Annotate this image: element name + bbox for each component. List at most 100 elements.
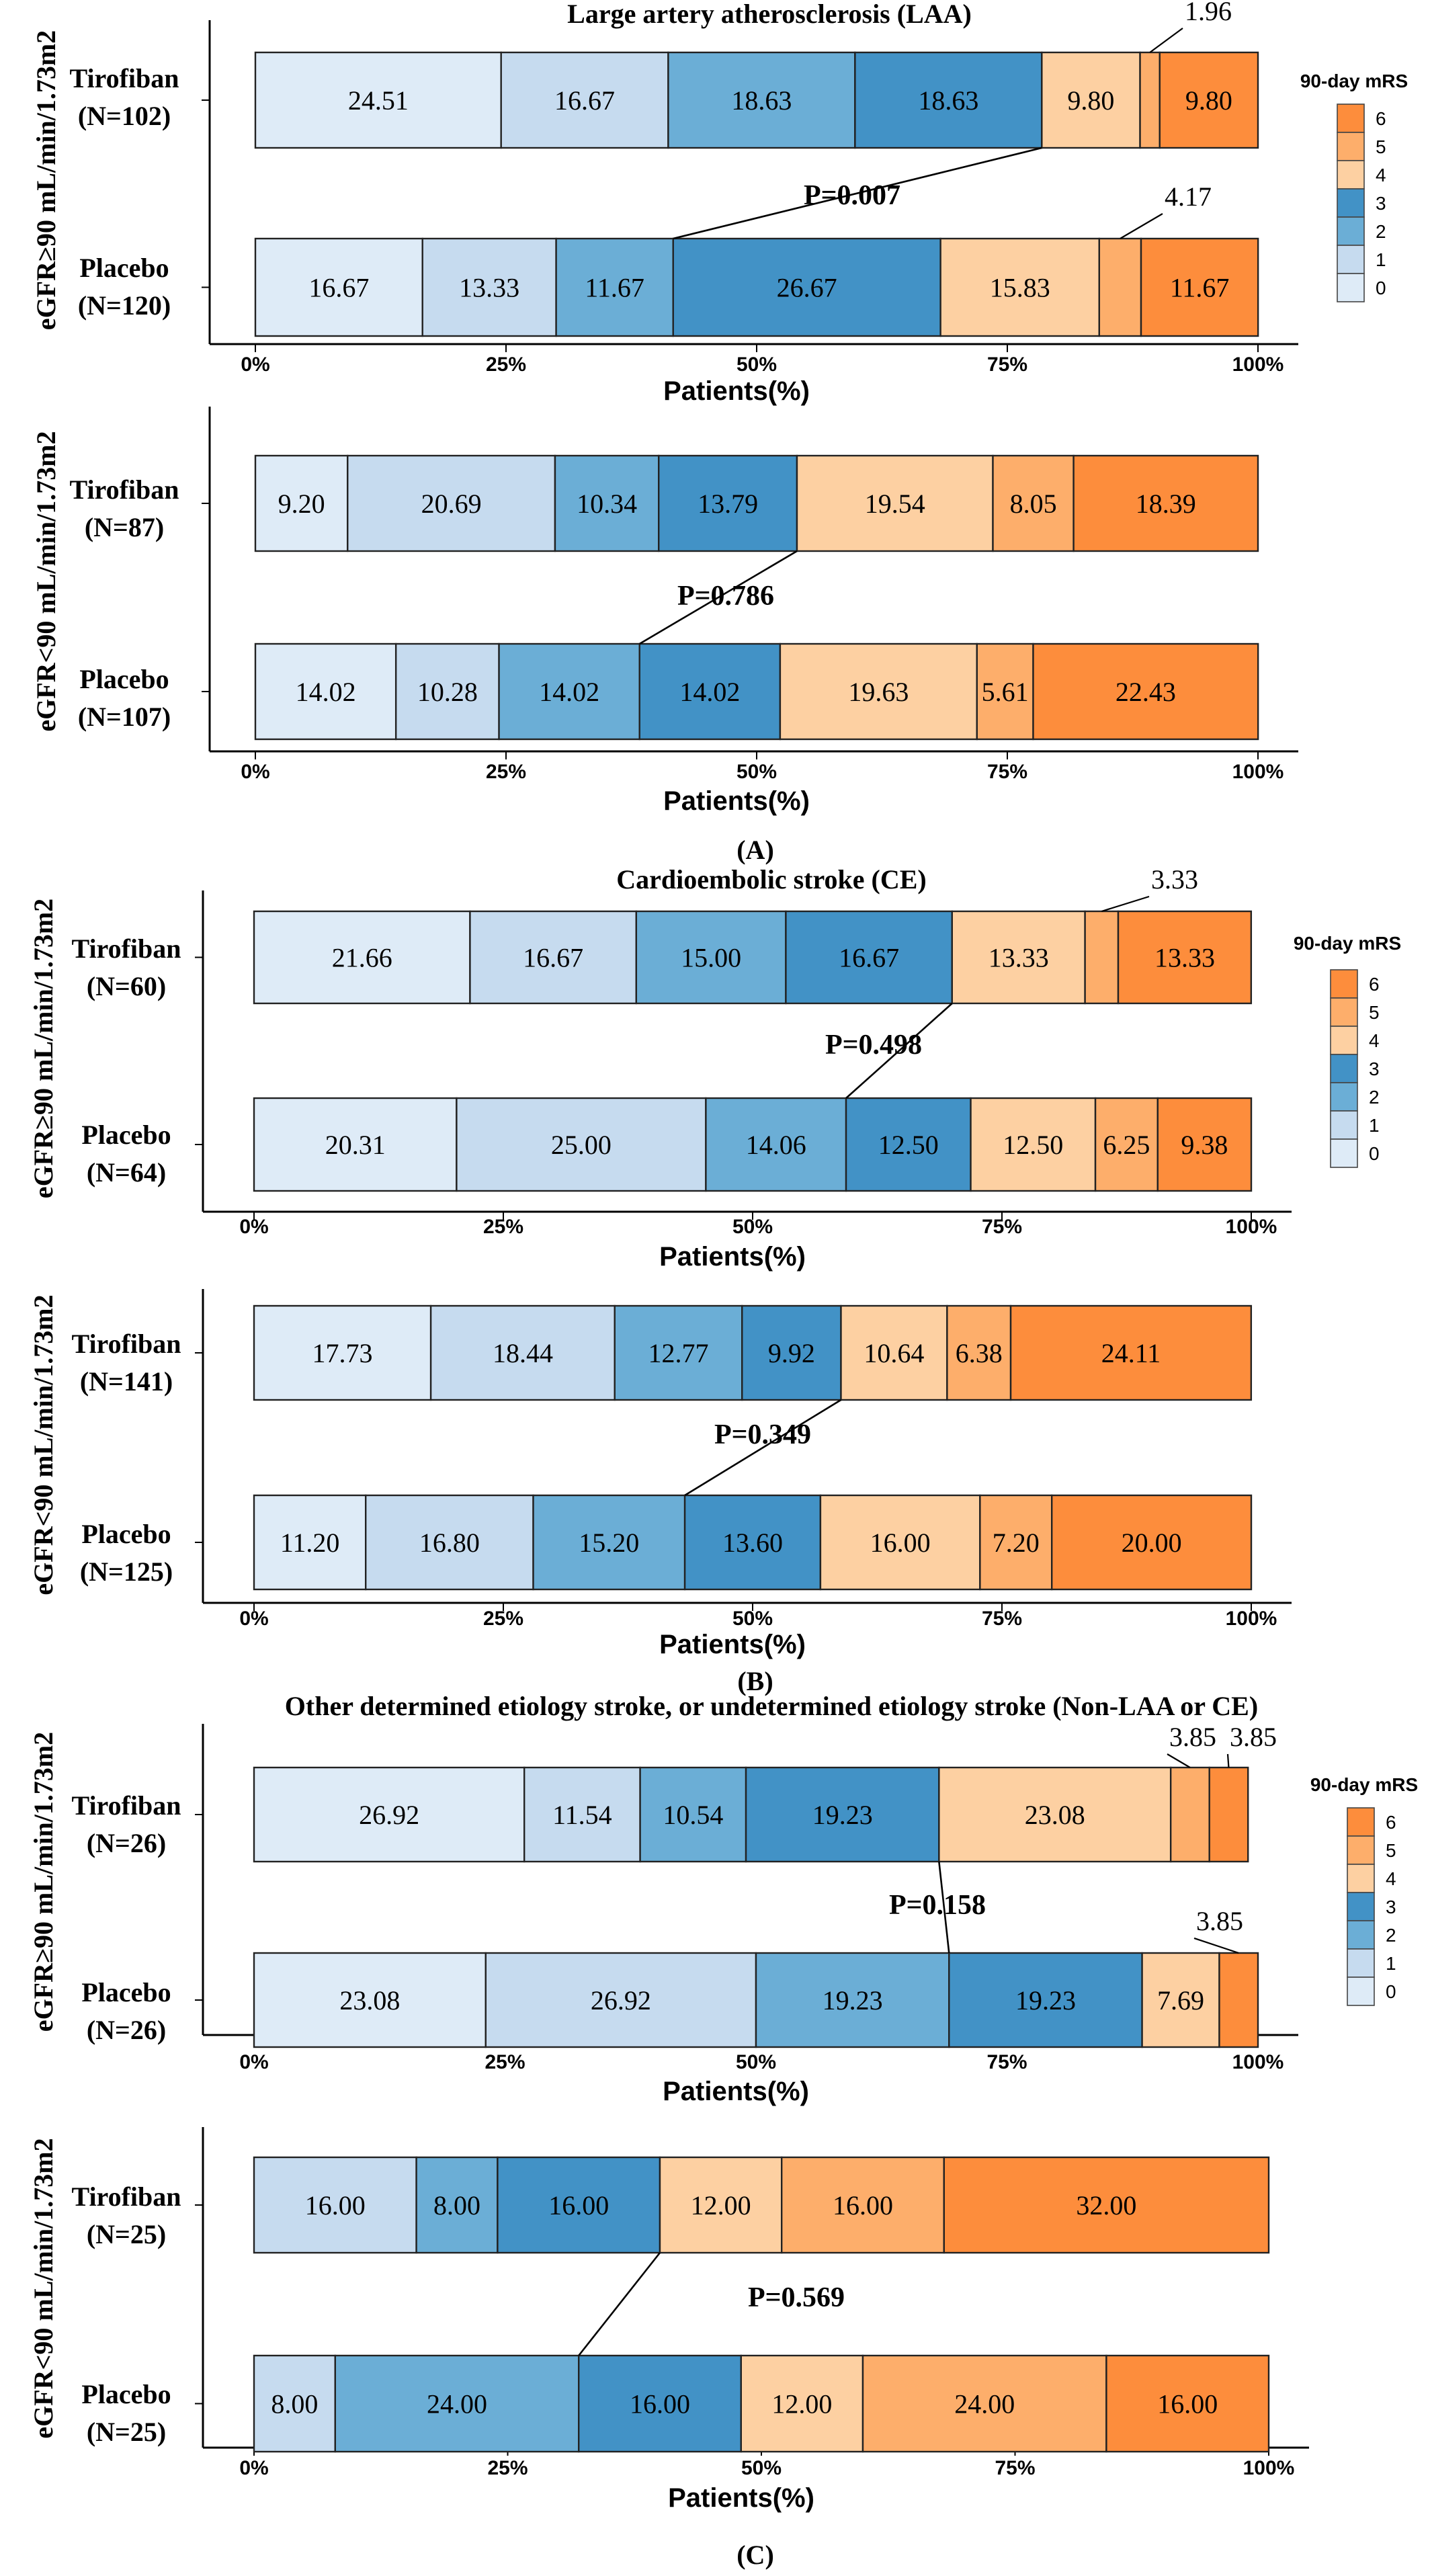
bar-segment-mrs-1: [429, 1304, 616, 1401]
legend-swatch-0: [1347, 1977, 1375, 2006]
data-label: 7.20: [993, 1528, 1040, 1558]
data-label: 19.23: [823, 1985, 883, 2016]
data-label: 12.00: [771, 2389, 832, 2419]
legend-label: 4: [1386, 1868, 1396, 1889]
legend-swatch-6: [1347, 1807, 1375, 1837]
bar-segment-mrs-4: [819, 1494, 981, 1591]
bar-segment-mrs-4: [951, 910, 1086, 1005]
bar-segment-mrs-1: [485, 1952, 757, 2048]
bar-segment-mrs-2: [614, 1304, 743, 1401]
group-n: (N=120): [78, 290, 171, 321]
data-label: 12.50: [1003, 1130, 1063, 1160]
data-label: 16.67: [839, 943, 899, 973]
data-label: 3.85: [1230, 1722, 1277, 1752]
bar-segment-mrs-4: [939, 237, 1101, 337]
p-connector-line: [845, 1003, 953, 1099]
data-label: 10.28: [417, 677, 478, 707]
bar-segment-mrs-0: [253, 1766, 525, 1863]
data-label: 26.92: [591, 1985, 651, 2016]
bar-segment-mrs-3: [672, 237, 941, 337]
x-axis-label: Patients(%): [668, 2483, 814, 2513]
legend-label: 3: [1369, 1058, 1380, 1079]
bar-segment-mrs-2: [635, 910, 787, 1005]
data-label: 16.00: [870, 1528, 931, 1558]
group-label: Placebo: [81, 1120, 171, 1150]
x-tick-label: 50%: [732, 1608, 773, 1630]
data-label: 14.02: [296, 677, 356, 707]
x-tick-label: 75%: [986, 2051, 1027, 2073]
bar-segment-mrs-3: [745, 1766, 940, 1863]
x-tick-label: 75%: [987, 761, 1027, 783]
bar-segment-mrs-1: [500, 51, 669, 149]
bar-segment-mrs-0: [253, 1304, 432, 1401]
group-n: (N=25): [87, 2417, 166, 2447]
legend-swatch-2: [1330, 1082, 1358, 1112]
data-label: 9.20: [278, 489, 325, 519]
bar-segment-mrs-1: [394, 642, 500, 741]
data-label: 16.67: [554, 85, 615, 116]
data-label: 18.39: [1136, 489, 1196, 519]
bar-segment-mrs-2: [667, 51, 856, 149]
data-label: 13.33: [459, 273, 519, 303]
bar-segment-mrs-0: [253, 1952, 487, 2048]
x-tick-label: 50%: [732, 1216, 773, 1238]
data-label: 16.00: [1157, 2389, 1218, 2419]
x-axis-label: Patients(%): [663, 2077, 809, 2106]
bar-segment-mrs-6: [1032, 642, 1259, 741]
p-connector-line: [684, 1399, 842, 1497]
x-tick-label: 100%: [1226, 1608, 1277, 1630]
data-label: 20.69: [421, 489, 482, 519]
bar-segment-mrs-6: [1009, 1304, 1253, 1401]
legend-swatch-0: [1330, 1138, 1358, 1168]
data-label: 18.44: [493, 1338, 553, 1368]
legend-label: 6: [1376, 108, 1386, 129]
x-tick-label: 50%: [741, 2457, 782, 2479]
bar-segment-mrs-4: [659, 2156, 783, 2254]
x-tick-label: 75%: [982, 1216, 1022, 1238]
data-label: 6.25: [1103, 1130, 1150, 1160]
bar-segment-mrs-2: [334, 2354, 580, 2453]
bar-segment-mrs-5: [1084, 910, 1120, 1005]
bar-segment-mrs-6: [1105, 2354, 1270, 2453]
bar-segment-mrs-4: [1041, 51, 1141, 149]
data-label: 26.92: [359, 1800, 419, 1830]
y-axis-label: eGFR≥90 mL/min/1.73m2: [31, 30, 61, 330]
data-label: 13.79: [698, 489, 758, 519]
group-label: Placebo: [81, 1519, 171, 1549]
data-label: 13.33: [989, 943, 1049, 973]
group-label: Placebo: [79, 253, 169, 283]
data-label: 10.54: [663, 1800, 723, 1830]
data-label: 18.63: [731, 85, 792, 116]
legend-label: 4: [1376, 165, 1386, 185]
x-tick-label: 0%: [241, 354, 269, 376]
group-label: Placebo: [81, 1977, 171, 2007]
data-label: 16.67: [523, 943, 583, 973]
bar-segment-mrs-4: [970, 1097, 1097, 1192]
legend-label: 3: [1386, 1897, 1396, 1917]
chart-5: Other determined etiology stroke, or und…: [28, 1691, 1418, 2106]
bar-segment-mrs-6: [1156, 1097, 1253, 1192]
group-label: Tirofiban: [69, 63, 179, 93]
bar-segment-mrs-5: [979, 1494, 1053, 1591]
data-label: 14.06: [746, 1130, 806, 1160]
data-label: 9.80: [1185, 85, 1232, 116]
legend-swatch-5: [1347, 1835, 1375, 1865]
group-n: (N=102): [78, 101, 171, 131]
bar-segment-mrs-1: [523, 1766, 641, 1863]
bar-segment-mrs-5: [946, 1304, 1012, 1401]
data-label: 15.20: [579, 1528, 639, 1558]
p-value-label: P=0.498: [825, 1030, 922, 1061]
x-tick-label: 25%: [483, 1608, 523, 1630]
legend-swatch-5: [1330, 997, 1358, 1027]
legend-swatch-4: [1330, 1026, 1358, 1055]
data-label: 6.38: [956, 1338, 1003, 1368]
bar-segment-mrs-6: [1218, 1952, 1259, 2048]
bar-segment-mrs-2: [555, 237, 674, 337]
group-n: (N=87): [85, 512, 164, 542]
data-label: 15.83: [990, 273, 1050, 303]
data-label: 16.00: [305, 2190, 366, 2220]
bar-segment-mrs-1: [365, 1494, 534, 1591]
bar-segment-mrs-5: [1094, 1097, 1159, 1192]
x-tick-label: 0%: [239, 2457, 268, 2479]
data-label: 17.73: [312, 1338, 373, 1368]
